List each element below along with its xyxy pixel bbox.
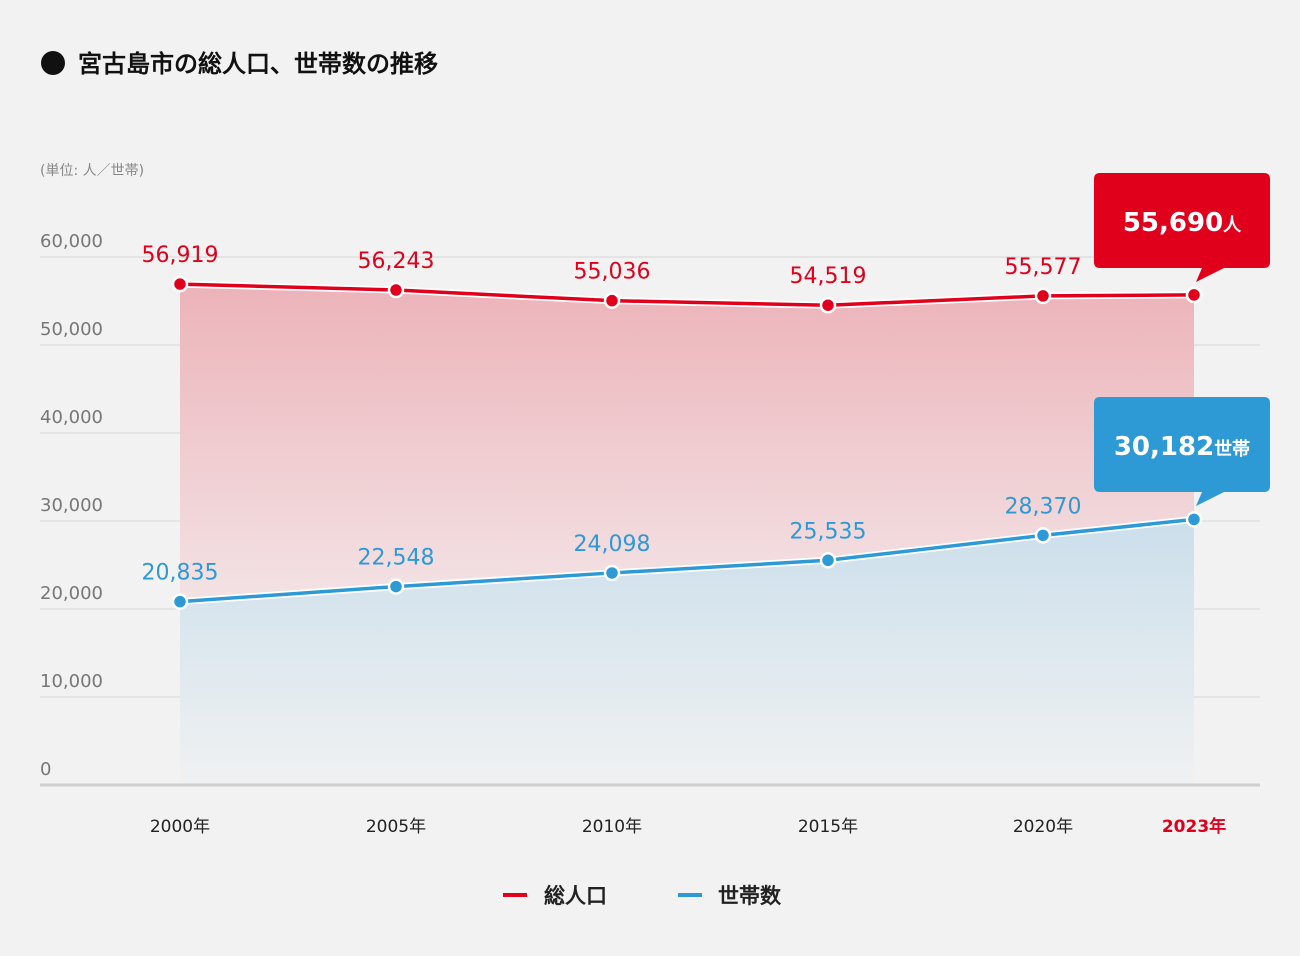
- y-tick-label: 60,000: [40, 231, 103, 252]
- x-tick-label: 2010年: [582, 817, 642, 837]
- households-point: [1185, 511, 1203, 528]
- households-point: [387, 578, 405, 595]
- y-tick-label: 20,000: [40, 583, 103, 604]
- population-data-label: 54,519: [790, 264, 867, 289]
- households-callout-box: [1094, 397, 1270, 506]
- households-point: [1034, 527, 1052, 544]
- population-point: [1034, 287, 1052, 305]
- population-callout-unit: 人: [1223, 215, 1242, 236]
- households-point: [171, 593, 189, 610]
- households-data-label: 28,370: [1005, 494, 1082, 519]
- households-data-label: 20,835: [142, 561, 219, 586]
- x-tick-label: 2015年: [798, 817, 858, 837]
- households-data-label: 22,548: [358, 546, 435, 571]
- population-callout-text: 55,690人: [1123, 208, 1242, 238]
- y-tick-label: 0: [40, 759, 51, 780]
- population-point: [171, 275, 189, 293]
- population-point: [603, 292, 621, 309]
- households-callout-unit: 世帯: [1214, 438, 1250, 460]
- population-data-label: 55,577: [1005, 255, 1082, 280]
- y-tick-label: 40,000: [40, 407, 103, 428]
- households-point: [603, 564, 621, 582]
- households-data-label: 25,535: [790, 519, 867, 544]
- households-line: [179, 517, 1195, 604]
- x-tick-label: 2020年: [1013, 817, 1073, 837]
- legend-label-households: 世帯数: [718, 884, 782, 908]
- households-callout-value: 30,182: [1114, 432, 1214, 462]
- legend-label-population: 総人口: [544, 884, 607, 908]
- households-data-label: 24,098: [574, 532, 651, 557]
- population-data-label: 56,243: [358, 249, 435, 274]
- population-point: [387, 281, 405, 299]
- population-data-label: 56,919: [142, 243, 219, 268]
- population-point: [819, 296, 837, 314]
- population-line: [179, 282, 1195, 307]
- population-callout-value: 55,690: [1123, 208, 1223, 238]
- chart-title: 宮古島市の総人口、世帯数の推移: [78, 50, 438, 78]
- x-tick-label: 2005年: [366, 817, 426, 837]
- y-tick-label: 50,000: [40, 319, 103, 340]
- x-tick-label: 2000年: [150, 817, 210, 837]
- population-callout-box: [1094, 173, 1270, 282]
- population-data-label: 55,036: [574, 260, 651, 285]
- title-bullet-icon: [41, 51, 65, 75]
- y-tick-label: 30,000: [40, 495, 103, 516]
- y-tick-label: 10,000: [40, 671, 103, 692]
- unit-label: (単位: 人／世帯): [40, 163, 144, 179]
- households-point: [819, 552, 837, 569]
- population-point: [1185, 286, 1203, 304]
- x-tick-label: 2023年: [1162, 816, 1226, 837]
- households-callout-text: 30,182世帯: [1114, 432, 1250, 462]
